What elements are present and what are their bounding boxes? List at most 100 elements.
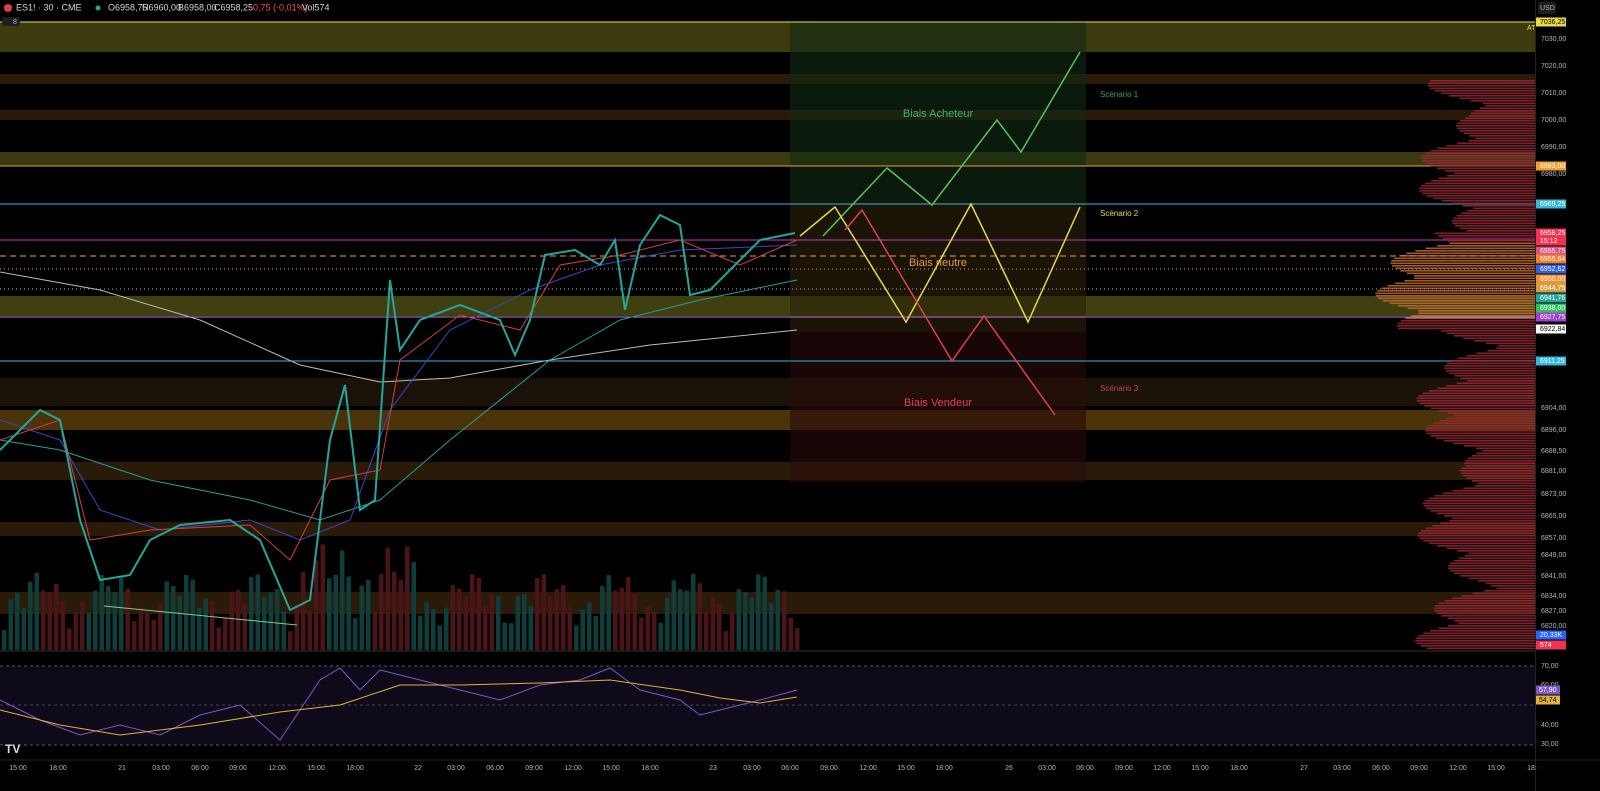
volume-bar: [704, 611, 709, 650]
profile-bar: [1440, 522, 1535, 525]
volume-bar: [587, 602, 592, 650]
price-tick-label: 6834,00: [1541, 593, 1566, 600]
price-badge: [1536, 161, 1566, 171]
profile-bar: [1421, 185, 1535, 187]
profile-bar: [1416, 397, 1535, 400]
volume-bar: [379, 573, 384, 650]
profile-bar: [1429, 542, 1535, 545]
profile-bar: [1430, 510, 1535, 512]
profile-bar: [1423, 540, 1535, 542]
profile-bar: [1449, 372, 1535, 375]
currency-button[interactable]: [1538, 2, 1556, 14]
volume-bar: [639, 617, 644, 650]
rsi-tick-label: 70,00: [1541, 663, 1559, 670]
profile-bar: [1449, 95, 1535, 97]
profile-bar: [1449, 242, 1535, 245]
price-badge: [1536, 199, 1566, 209]
volume-bar: [463, 596, 468, 650]
volume-bar: [177, 595, 182, 650]
price-badge-label: 6955,75: [1540, 248, 1565, 255]
volume-bar: [652, 612, 657, 650]
price-badge-label: 15:12: [1540, 238, 1558, 245]
volume-bar: [535, 578, 540, 650]
profile-bar: [1441, 200, 1535, 202]
axis-border: [1535, 0, 1536, 791]
volume-bar: [483, 605, 488, 650]
profile-bar: [1438, 235, 1535, 237]
profile-bar: [1418, 395, 1535, 397]
zone: [0, 592, 1535, 614]
profile-bar: [1454, 335, 1535, 337]
ohlc: C6958,25: [214, 2, 253, 12]
price-tick-label: 6857,00: [1541, 535, 1566, 542]
price-tick-label: 6820,00: [1541, 623, 1566, 630]
zone: [0, 22, 1535, 52]
volume-bar: [548, 595, 553, 650]
price-badge-label: 6958,25: [1540, 230, 1565, 237]
price-badge: [1536, 246, 1566, 256]
volume-bar: [184, 575, 189, 650]
volume-bar: [333, 574, 338, 650]
currency[interactable]: USD: [1540, 5, 1555, 12]
profile-bar: [1423, 505, 1535, 507]
profile-bar: [1446, 417, 1535, 420]
zone: [0, 378, 1535, 406]
volume-bar: [541, 574, 546, 650]
volume-bar: [21, 607, 26, 650]
volume-bar: [398, 579, 403, 650]
profile-bar: [1455, 415, 1535, 417]
volume-bar: [125, 588, 130, 650]
profile-bar: [1397, 322, 1535, 325]
volume-bar: [34, 572, 39, 650]
profile-bar: [1448, 240, 1535, 242]
profile-bar: [1482, 450, 1535, 452]
time-tick-label: 03:00: [1333, 765, 1351, 772]
volume-bar: [294, 604, 299, 650]
volume-bar: [249, 577, 254, 650]
profile-bar: [1407, 307, 1535, 310]
profile-bar: [1451, 202, 1535, 205]
time-tick-label: 06:00: [1372, 765, 1390, 772]
profile-bar: [1400, 320, 1535, 322]
price-tick-label: 6990,00: [1541, 144, 1566, 151]
profile-bar: [1447, 617, 1535, 620]
profile-bar: [1454, 375, 1535, 377]
profile-bar: [1395, 267, 1535, 270]
profile-bar: [1451, 360, 1535, 362]
volume-bar: [99, 575, 104, 650]
profile-bar: [1466, 477, 1535, 480]
indicator-toggle[interactable]: [2, 17, 20, 26]
profile-bar: [1459, 97, 1535, 100]
profile-bar: [1389, 302, 1535, 305]
profile-bar: [1450, 562, 1535, 565]
scenario-box: [790, 22, 1086, 202]
volume-profile: [1375, 80, 1535, 650]
profile-bar: [1430, 407, 1535, 410]
profile-bar: [1484, 590, 1535, 592]
profile-bar: [1375, 292, 1535, 295]
volume-bar: [2, 630, 7, 650]
volume-bar: [132, 621, 137, 650]
zone: [0, 410, 1535, 430]
volume-bar: [60, 601, 65, 650]
profile-bar: [1421, 155, 1535, 157]
ohlc: H6960,00: [142, 2, 181, 12]
time-tick-label: 09:00: [820, 765, 838, 772]
profile-bar: [1448, 625, 1535, 627]
trendline: [103, 605, 298, 626]
profile-bar: [1419, 187, 1535, 190]
zone: [0, 152, 1535, 166]
price-tick-label: 6904,00: [1541, 405, 1566, 412]
price-badge-label: 6983,00: [1540, 163, 1565, 170]
price-badge-label: 6922,84: [1540, 326, 1565, 333]
annotation: Biais Vendeur: [904, 397, 972, 409]
volume-bar: [769, 602, 774, 650]
indicator-count[interactable]: 8: [13, 19, 17, 26]
profile-bar: [1424, 405, 1535, 407]
volume-bar: [749, 597, 754, 650]
profile-bar: [1452, 222, 1535, 225]
time-tick-label: 12:00: [1153, 765, 1171, 772]
profile-bar: [1404, 280, 1535, 282]
profile-bar: [1447, 412, 1535, 415]
volume-bar: [580, 609, 585, 650]
